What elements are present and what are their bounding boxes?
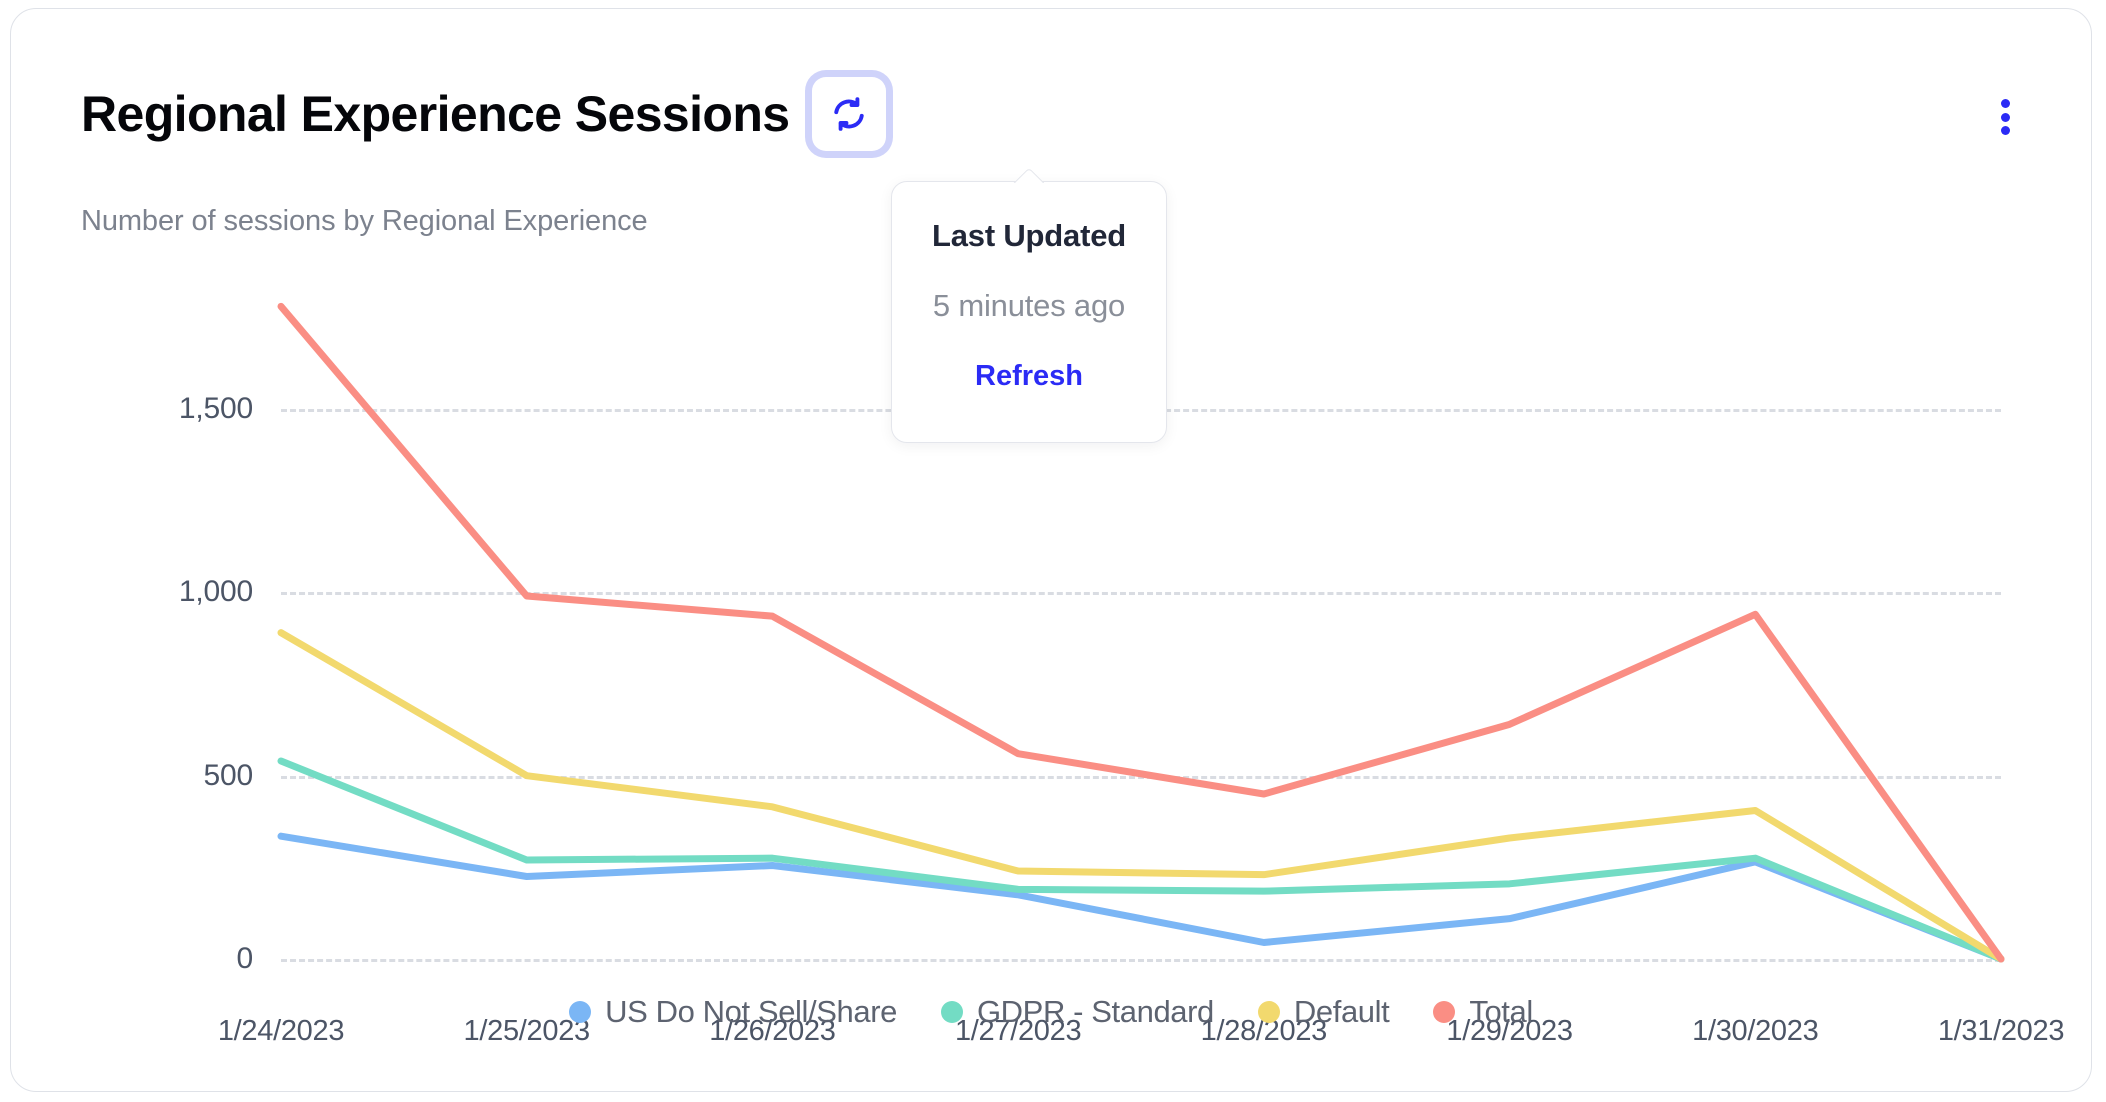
chart-legend: US Do Not Sell/Share GDPR - Standard Defau… — [11, 994, 2091, 1030]
y-axis-tick-label: 500 — [203, 758, 254, 792]
legend-dot-icon — [569, 1001, 592, 1023]
kebab-dot-2 — [2000, 112, 2010, 122]
tooltip-timestamp: 5 minutes ago — [932, 288, 1126, 323]
series-line — [277, 757, 2005, 963]
legend-item[interactable]: US Do Not Sell/Share — [569, 994, 897, 1030]
tooltip-arrow — [1012, 167, 1044, 183]
x-axis-tick-label: 1/25/2023 — [463, 1015, 591, 1047]
card-menu-button[interactable] — [1985, 93, 2025, 141]
legend-dot-icon — [940, 1001, 963, 1023]
x-axis-tick-label: 1/27/2023 — [954, 1015, 1082, 1047]
legend-dot-icon — [1433, 1001, 1456, 1023]
x-axis-tick-label: 1/26/2023 — [709, 1015, 836, 1047]
legend-label: GDPR - Standard — [976, 994, 1214, 1029]
chart-card: Regional Experience Sessions Number of s… — [10, 8, 2092, 1092]
chart-series-lines — [277, 302, 2005, 963]
x-axis-tick-label: 1/30/2023 — [1692, 1015, 1819, 1047]
gridline — [281, 592, 2001, 596]
series-line — [277, 629, 2005, 963]
x-axis-tick-label: 1/29/2023 — [1446, 1015, 1573, 1047]
legend-label: Default — [1293, 994, 1390, 1029]
gridline — [281, 959, 2001, 962]
refresh-button[interactable] — [811, 77, 886, 151]
y-axis-tick-label: 1,000 — [178, 575, 253, 609]
y-axis-tick-label: 0 — [236, 942, 254, 975]
legend-label: Total — [1469, 994, 1533, 1029]
series-line — [277, 832, 2005, 963]
legend-item[interactable]: Total — [1433, 994, 1533, 1030]
legend-dot-icon — [1257, 1001, 1280, 1023]
series-line — [277, 302, 2005, 963]
x-axis-tick-label: 1/31/2023 — [1937, 1015, 2065, 1047]
last-updated-tooltip: Last Updated 5 minutes ago Refresh — [891, 181, 1167, 443]
kebab-dot-3 — [2000, 126, 2010, 135]
legend-label: US Do Not Sell/Share — [605, 994, 897, 1029]
page-title: Regional Experience Sessions — [81, 86, 790, 142]
tooltip-refresh-link[interactable]: Refresh — [975, 360, 1083, 392]
tooltip-title: Last Updated — [932, 218, 1126, 253]
legend-item[interactable]: GDPR - Standard — [940, 994, 1214, 1030]
card-header: Regional Experience Sessions — [81, 77, 886, 151]
y-axis-tick-label: 1,500 — [178, 392, 253, 425]
legend-item[interactable]: Default — [1257, 994, 1390, 1030]
refresh-icon — [831, 96, 867, 132]
card-subtitle: Number of sessions by Regional Experienc… — [81, 205, 648, 237]
x-axis-tick-label: 1/24/2023 — [217, 1015, 345, 1047]
kebab-dot-1 — [2000, 99, 2010, 108]
